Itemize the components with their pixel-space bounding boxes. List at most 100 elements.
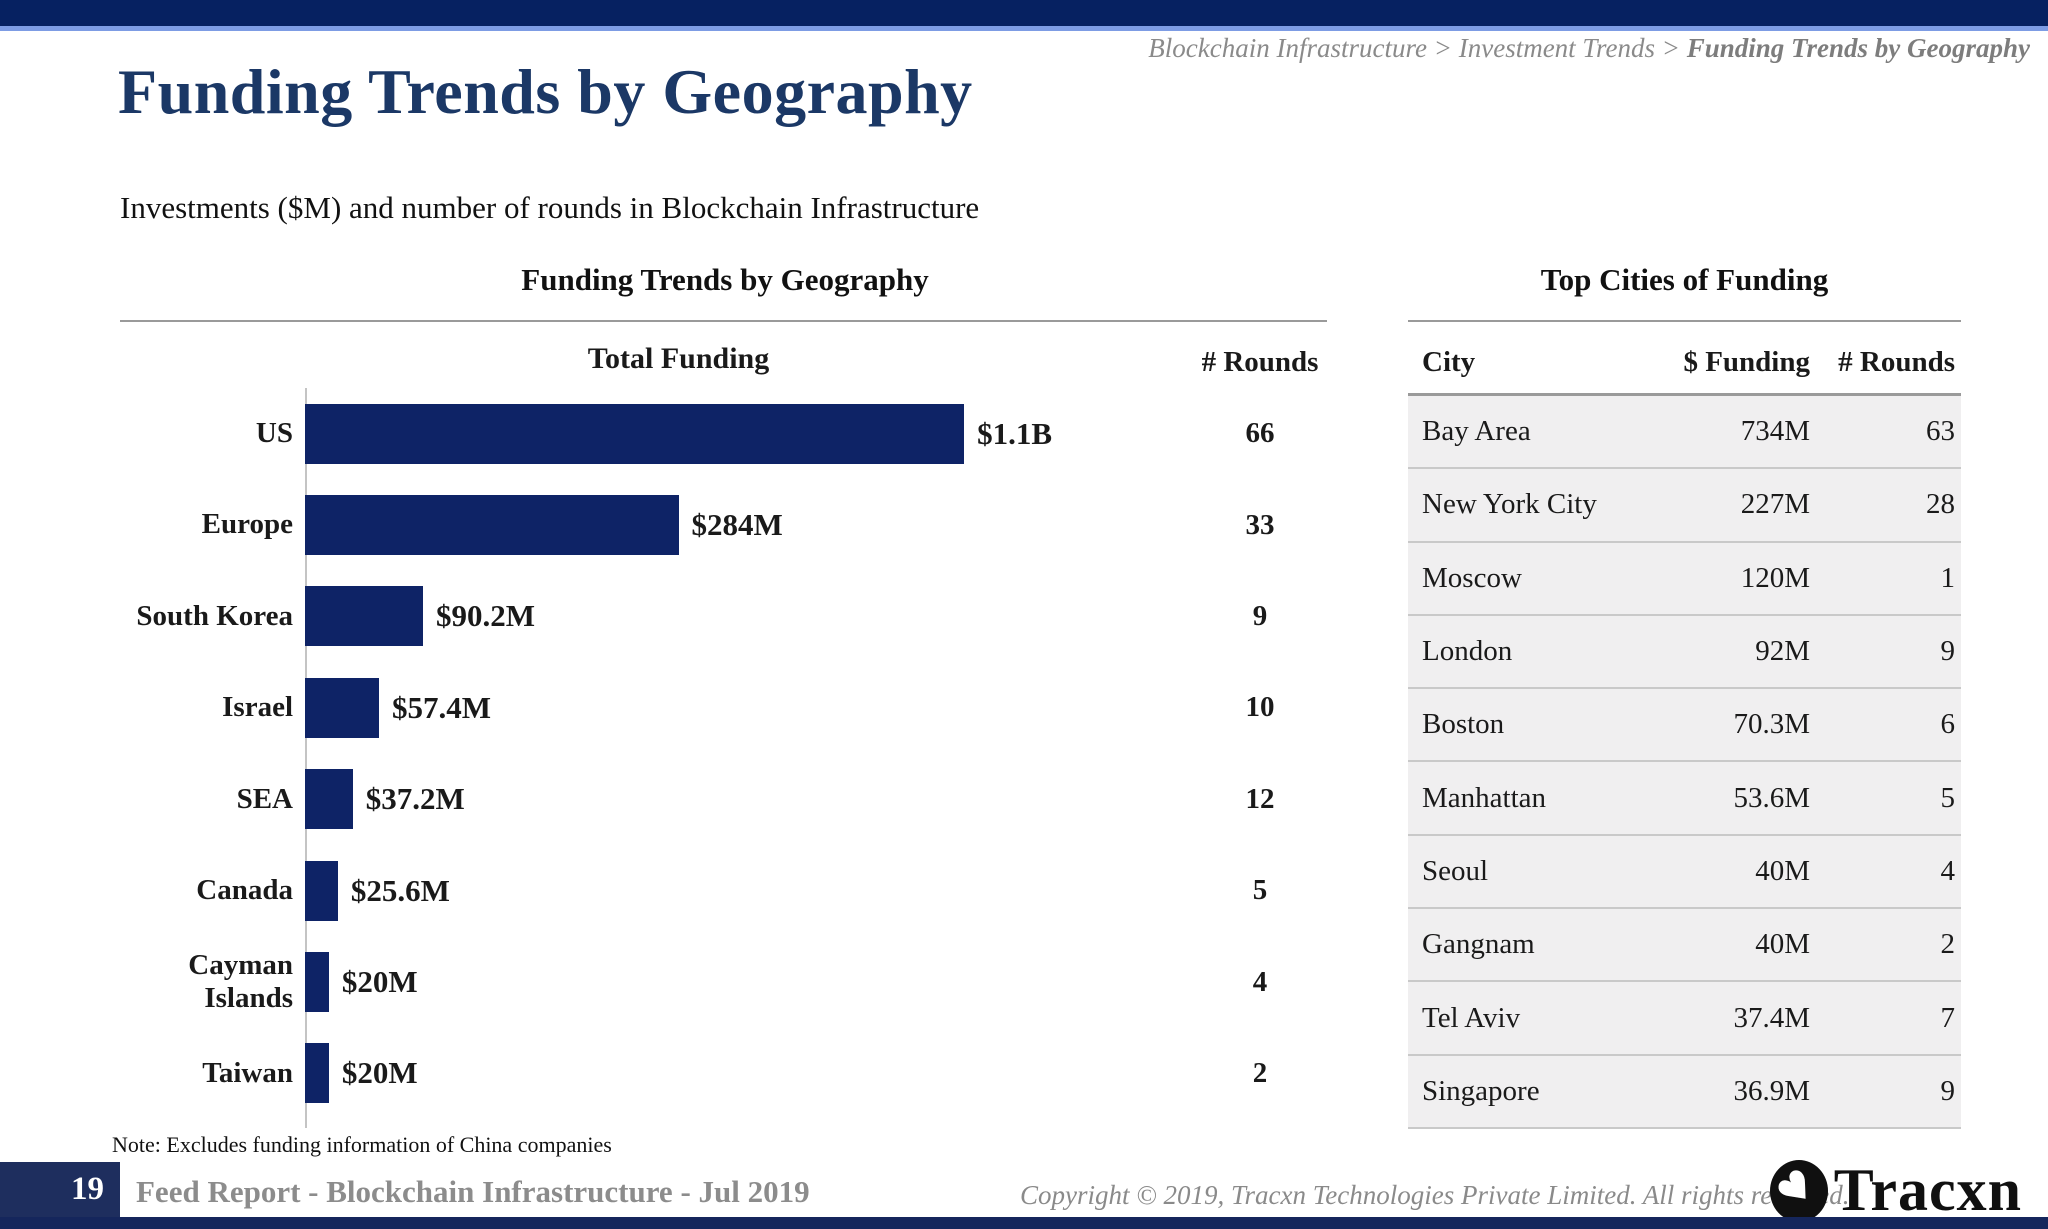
cell-funding: 120M	[1740, 561, 1810, 594]
cell-funding: 37.4M	[1733, 1001, 1810, 1034]
cell-rounds: 28	[1926, 488, 1955, 521]
bar	[305, 586, 424, 647]
cell-rounds: 63	[1926, 415, 1955, 448]
breadcrumb-item: Investment Trends	[1458, 33, 1655, 63]
table-row: Boston 70.3M 6	[1408, 689, 1961, 763]
chart-axis-line	[305, 388, 307, 1128]
cell-rounds: 2	[1940, 928, 1956, 961]
chart-title-divider	[120, 320, 1327, 322]
table-row: Gangnam 40M 2	[1408, 909, 1961, 983]
table-row: Tel Aviv 37.4M 7	[1408, 982, 1961, 1056]
tracxn-logo-icon: ♥	[1768, 1159, 1828, 1222]
cell-funding: 734M	[1740, 415, 1810, 448]
table-row: London 92M 9	[1408, 615, 1961, 690]
bar-row: Europe $284M 33	[120, 479, 1330, 570]
bar	[305, 769, 353, 830]
bar-rounds: 12	[1245, 782, 1275, 815]
chart-title: Funding Trends by Geography	[521, 262, 929, 297]
page-subtitle: Investments ($M) and number of rounds in…	[120, 190, 980, 225]
bar-value: $284M	[691, 507, 783, 543]
chart-note: Note: Excludes funding information of Ch…	[112, 1132, 612, 1157]
bar	[305, 495, 679, 556]
table-row: Moscow 120M 1	[1408, 542, 1961, 616]
cell-city: Boston	[1422, 708, 1505, 741]
chart-column-header-funding: Total Funding	[587, 342, 770, 375]
bar-row: SEA $37.2M 12	[120, 754, 1330, 845]
bar-row: Cayman Islands $20M 4	[120, 936, 1330, 1027]
bar-rounds: 66	[1245, 417, 1275, 450]
cell-funding: 40M	[1755, 928, 1810, 961]
chart-rows: US $1.1B 66 Europe $284M 33 South Korea …	[120, 388, 1330, 1119]
table-header-divider	[1408, 393, 1961, 396]
bar-label: Canada	[196, 873, 293, 906]
bar-row: Canada $25.6M 5	[120, 845, 1330, 936]
footer-copyright: Copyright © 2019, Tracxn Technologies Pr…	[1020, 1180, 1850, 1210]
cell-rounds: 6	[1940, 708, 1956, 741]
bar-label: Taiwan	[202, 1056, 293, 1089]
page-number-block: 19	[0, 1162, 120, 1217]
cell-city: Tel Aviv	[1422, 1001, 1521, 1034]
cell-city: Singapore	[1422, 1074, 1540, 1107]
breadcrumb-item-current: Funding Trends by Geography	[1686, 33, 2030, 63]
cell-funding: 92M	[1755, 635, 1810, 668]
bar-label: SEA	[236, 782, 293, 815]
table-title: Top Cities of Funding	[1540, 262, 1829, 297]
bar-value: $1.1B	[977, 415, 1052, 451]
cell-funding: 53.6M	[1733, 781, 1810, 814]
funding-chart: Funding Trends by Geography Total Fundin…	[120, 262, 1330, 1168]
bar-label: Israel	[222, 691, 293, 724]
cell-city: Manhattan	[1422, 781, 1547, 814]
bar-rounds: 2	[1252, 1056, 1268, 1089]
footer-report-title: Feed Report - Blockchain Infrastructure …	[136, 1174, 810, 1209]
accent-line	[0, 26, 2048, 31]
table-title-divider	[1408, 320, 1961, 322]
bar-value: $37.2M	[365, 781, 465, 817]
bar-label: Cayman Islands	[188, 948, 293, 1015]
bar-label: South Korea	[136, 599, 293, 632]
cell-rounds: 9	[1940, 635, 1956, 668]
bar-label: US	[255, 417, 293, 450]
table-row: Bay Area 734M 63	[1408, 396, 1961, 470]
bar-rounds: 33	[1245, 508, 1275, 541]
table-row: New York City 227M 28	[1408, 469, 1961, 543]
page-number: 19	[71, 1171, 104, 1207]
table-header-row: City $ Funding # Rounds	[1408, 346, 1961, 379]
table-header-funding: $ Funding	[1683, 346, 1810, 378]
cell-rounds: 9	[1940, 1074, 1956, 1107]
breadcrumb-separator: >	[1427, 33, 1459, 63]
cell-rounds: 1	[1940, 561, 1956, 594]
tracxn-logo-text: Tracxn	[1833, 1157, 2022, 1223]
bar-value: $20M	[341, 1055, 418, 1091]
bar-label: Europe	[201, 508, 293, 541]
cell-funding: 227M	[1740, 488, 1810, 521]
bar-row: Israel $57.4M 10	[120, 662, 1330, 753]
cell-rounds: 7	[1940, 1001, 1956, 1034]
bar	[305, 1043, 329, 1104]
bar-value: $90.2M	[436, 598, 536, 634]
bar-row: Taiwan $20M 2	[120, 1028, 1330, 1119]
bar-rounds: 4	[1252, 965, 1268, 998]
cell-city: Moscow	[1422, 561, 1522, 594]
tracxn-logo: ♥ Tracxn	[1768, 1156, 2022, 1225]
bar-rounds: 5	[1252, 874, 1268, 907]
table-header-city: City	[1422, 346, 1476, 378]
bar-row: South Korea $90.2M 9	[120, 571, 1330, 662]
top-navy-bar	[0, 0, 2048, 26]
cell-city: New York City	[1422, 488, 1597, 521]
cell-rounds: 5	[1940, 781, 1956, 814]
bar	[305, 860, 338, 921]
cell-city: Seoul	[1422, 854, 1489, 887]
page-title: Funding Trends by Geography	[118, 56, 973, 127]
bar	[305, 952, 329, 1013]
bar	[305, 403, 965, 464]
table-header-rounds: # Rounds	[1838, 346, 1955, 378]
bar-value: $57.4M	[391, 689, 491, 725]
cell-rounds: 4	[1940, 854, 1956, 887]
bar-row: US $1.1B 66	[120, 388, 1330, 479]
cell-city: London	[1422, 635, 1513, 668]
chart-column-header-rounds: # Rounds	[1201, 346, 1319, 378]
table-row: Seoul 40M 4	[1408, 835, 1961, 910]
table-row: Singapore 36.9M 9	[1408, 1055, 1961, 1129]
breadcrumb: Blockchain Infrastructure > Investment T…	[1148, 33, 2030, 64]
bottom-navy-bar	[0, 1217, 2048, 1229]
